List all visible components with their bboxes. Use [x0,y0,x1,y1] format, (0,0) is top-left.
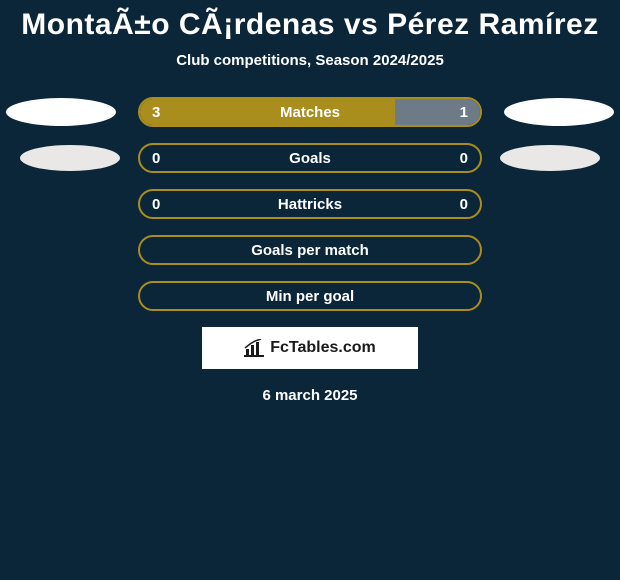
stat-value-left: 0 [152,191,160,217]
comparison-bars: 31Matches00Goals00HattricksGoals per mat… [0,97,620,311]
stat-value-right: 0 [460,191,468,217]
date-text: 6 march 2025 [0,387,620,404]
stat-bar: 0 0Hattricks [138,189,482,219]
stat-value-left: 0 [152,145,160,171]
stat-label: Hattricks [140,191,480,217]
stat-label: Goals [140,145,480,171]
stat-bar-fill-left [140,99,395,125]
stat-bar: Goals per match [138,235,482,265]
stat-row: 0 0Goals [0,143,620,173]
stat-bar: Min per goal [138,281,482,311]
stat-value-right: 0 [460,145,468,171]
stat-bar: 0 0Goals [138,143,482,173]
stat-label: Min per goal [140,283,480,309]
player-right-badge [504,98,614,126]
bar-chart-icon [244,339,266,357]
branding-box: FcTables.com [202,327,418,369]
stat-row: 0 0Hattricks [0,189,620,219]
comparison-title: MontaÃ±o CÃ¡rdenas vs Pérez Ramírez [0,0,620,42]
player-right-badge [500,145,600,171]
stat-row: 31Matches [0,97,620,127]
branding-text: FcTables.com [270,339,376,357]
comparison-subtitle: Club competitions, Season 2024/2025 [0,52,620,69]
stat-row: Goals per match [0,235,620,265]
player-left-badge [20,145,120,171]
stat-value-right: 1 [460,99,468,125]
player-left-badge [6,98,116,126]
stat-bar: 31Matches [138,97,482,127]
stat-label: Goals per match [140,237,480,263]
stat-row: Min per goal [0,281,620,311]
stat-value-left: 3 [152,99,160,125]
